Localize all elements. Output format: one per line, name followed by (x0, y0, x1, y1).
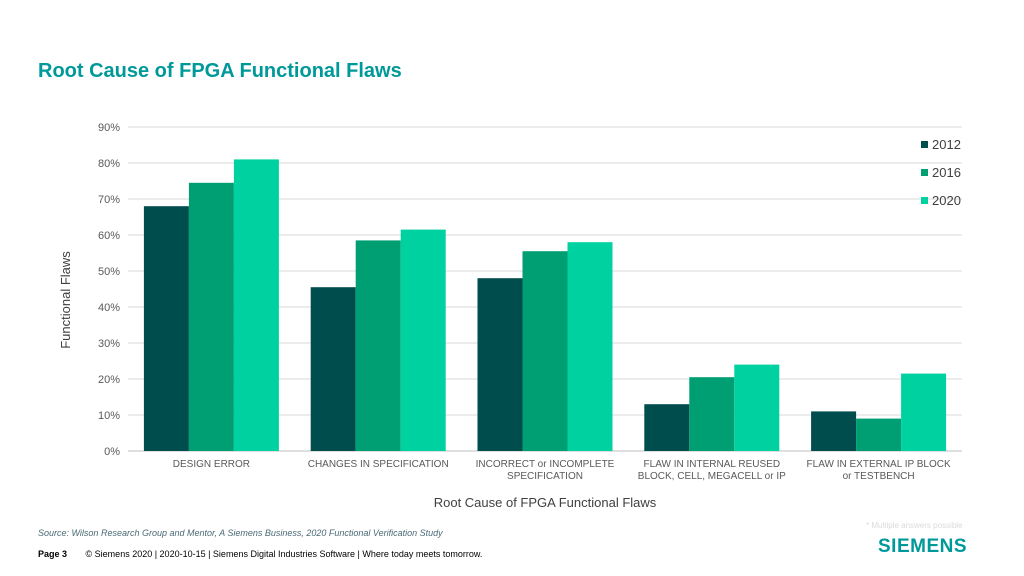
x-axis-title: Root Cause of FPGA Functional Flaws (434, 495, 657, 510)
y-tick-label: 10% (98, 410, 120, 422)
y-tick-label: 40% (98, 302, 120, 314)
bar-2016 (856, 418, 902, 451)
footer: Page 3 © Siemens 2020 | 2020-10-15 | Sie… (38, 549, 482, 559)
bar-2012 (143, 206, 189, 451)
legend-swatch-2016 (921, 169, 928, 176)
y-tick-label: 20% (98, 374, 120, 386)
siemens-logo: SIEMENS (878, 536, 968, 557)
bar-2012 (310, 287, 356, 451)
legend-label: 2020 (932, 193, 961, 208)
y-axis-title: Functional Flaws (58, 251, 73, 349)
x-axis-categories: DESIGN ERROR CHANGES IN SPECIFICATION INCO… (173, 459, 951, 482)
bar-2012 (644, 404, 690, 451)
x-category-label: BLOCK, CELL, MEGACELL or IP (638, 471, 786, 482)
y-tick-label: 50% (98, 266, 120, 278)
bar-2016 (355, 240, 401, 451)
legend-label: 2016 (932, 165, 961, 180)
bar-2016 (188, 182, 234, 452)
page-number: Page 3 (38, 549, 68, 559)
bar-2020 (901, 373, 947, 451)
chart-legend: 2012 2016 2020 (921, 137, 961, 208)
y-tick-label: 70% (98, 194, 120, 206)
x-category-label: SPECIFICATION (507, 471, 583, 482)
bar-2012 (477, 278, 523, 451)
y-tick-label: 90% (98, 122, 120, 134)
slide-title: Root Cause of FPGA Functional Flaws (38, 60, 402, 82)
x-category-label: FLAW IN EXTERNAL IP BLOCK (807, 459, 951, 470)
bar-2020 (734, 364, 780, 451)
x-category-label: CHANGES IN SPECIFICATION (308, 459, 449, 470)
y-tick-label: 0% (104, 446, 120, 458)
bar-2020 (233, 159, 279, 451)
x-category-label: DESIGN ERROR (173, 459, 250, 470)
copyright-text: © Siemens 2020 | 2020-10-15 | Siemens Di… (85, 549, 483, 559)
x-category-label: INCORRECT or INCOMPLETE (476, 459, 615, 470)
footnote: * Multiple answers possible (866, 521, 963, 530)
legend-swatch-2020 (921, 197, 928, 204)
y-tick-label: 80% (98, 158, 120, 170)
bar-2020 (567, 242, 613, 451)
chart-bars (143, 159, 947, 452)
bar-2020 (400, 229, 446, 451)
y-tick-label: 30% (98, 338, 120, 350)
y-tick-label: 60% (98, 230, 120, 242)
x-category-label: FLAW IN INTERNAL REUSED (644, 459, 781, 470)
y-axis-ticks: 0% 10% 20% 30% 40% 50% 60% 70% 80% 90% (98, 122, 120, 458)
bar-2016 (689, 377, 735, 451)
bar-2012 (811, 411, 857, 451)
bar-2016 (522, 251, 568, 451)
legend-label: 2012 (932, 137, 961, 152)
legend-swatch-2012 (921, 141, 928, 148)
x-category-label: or TESTBENCH (843, 471, 915, 482)
source-note: Source: Wilson Research Group and Mentor… (38, 528, 443, 538)
